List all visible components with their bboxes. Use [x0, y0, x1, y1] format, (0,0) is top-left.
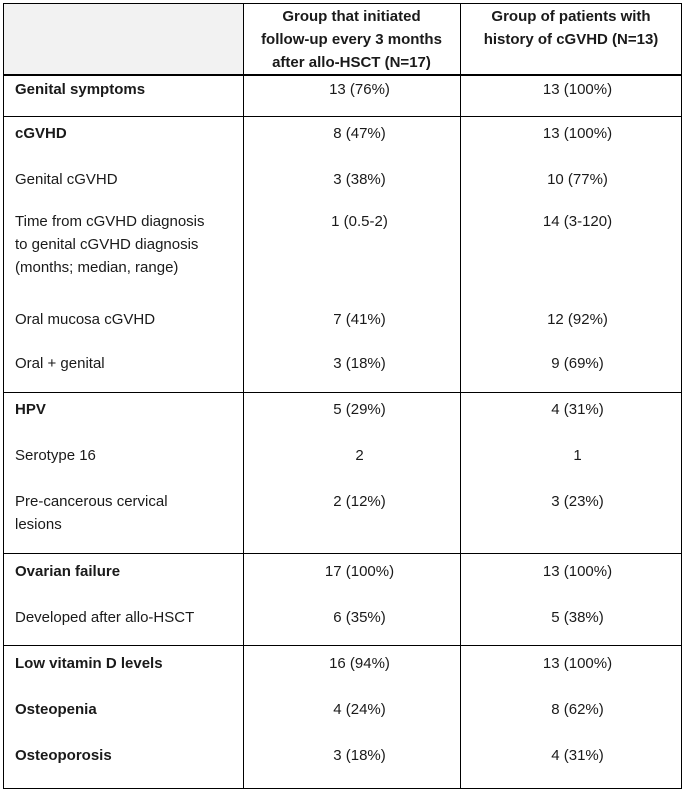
- header-group-followup-line-2: follow-up every 3 months: [261, 31, 442, 48]
- row-label-line: cGVHD: [15, 125, 67, 142]
- row-value-followup-group: 13 (76%): [329, 81, 390, 98]
- row-label: Serotype 16: [15, 444, 245, 467]
- row-label: Genital cGVHD: [15, 168, 245, 191]
- row-value-followup-group: 2: [355, 447, 364, 464]
- row-label: Oral + genital: [15, 352, 245, 375]
- row-label: Osteoporosis: [15, 744, 245, 767]
- header-group-followup: Group that initiated follow-up every 3 m…: [244, 5, 459, 74]
- row-value-followup-group: 2 (12%): [333, 493, 386, 510]
- border-after-genital-symptoms: [3, 116, 682, 117]
- row-label-line: (months; median, range): [15, 259, 179, 276]
- row-value-cgvhd-group: 3 (23%): [551, 493, 604, 510]
- row-value-followup-group: 1 (0.5-2): [331, 213, 388, 230]
- row-label-line: Ovarian failure: [15, 563, 121, 580]
- row-label: Ovarian failure: [15, 560, 245, 583]
- row-label: Genital symptoms: [15, 78, 245, 101]
- row-value-cgvhd-group: 8 (62%): [551, 701, 604, 718]
- row-label-line: Genital cGVHD: [15, 171, 118, 188]
- row-value-followup-group: 3 (38%): [333, 171, 386, 188]
- row-value-cgvhd-group: 13 (100%): [542, 125, 613, 142]
- row-label-line: Osteopenia: [15, 701, 97, 718]
- border-after-cgvhd-section: [3, 392, 682, 393]
- row-label: cGVHD: [15, 122, 245, 145]
- row-value-cgvhd-group: 10 (77%): [547, 171, 608, 188]
- header-blank-cell: [3, 3, 243, 74]
- row-value-followup-group: 4 (24%): [333, 701, 386, 718]
- row-label: Low vitamin D levels: [15, 652, 245, 675]
- row-label-line: Oral + genital: [15, 355, 105, 372]
- row-label-line: Time from cGVHD diagnosis: [15, 213, 205, 230]
- row-value-cgvhd-group: 4 (31%): [551, 747, 604, 764]
- row-value-cgvhd-group: 14 (3-120): [542, 213, 613, 230]
- row-label: Developed after allo-HSCT: [15, 606, 245, 629]
- data-table: Group that initiated follow-up every 3 m…: [3, 3, 682, 789]
- border-after-hpv-section: [3, 553, 682, 554]
- row-value-followup-group: 7 (41%): [333, 311, 386, 328]
- row-label: Osteopenia: [15, 698, 245, 721]
- border-header-bottom: [3, 74, 682, 76]
- row-label: HPV: [15, 398, 245, 421]
- row-label-line: Pre-cancerous cervical: [15, 493, 168, 510]
- row-value-followup-group: 3 (18%): [333, 747, 386, 764]
- row-value-followup-group: 6 (35%): [333, 609, 386, 626]
- row-value-cgvhd-group: 13 (100%): [542, 563, 613, 580]
- row-label: Oral mucosa cGVHD: [15, 308, 245, 331]
- row-value-cgvhd-group: 9 (69%): [551, 355, 604, 372]
- row-value-followup-group: 17 (100%): [324, 563, 395, 580]
- border-bottom: [3, 788, 682, 789]
- row-label-line: Oral mucosa cGVHD: [15, 311, 156, 328]
- row-value-followup-group: 3 (18%): [333, 355, 386, 372]
- row-label-line: Osteoporosis: [15, 747, 112, 764]
- border-col1: [243, 3, 244, 789]
- row-value-cgvhd-group: 13 (100%): [542, 81, 613, 98]
- row-label-line: lesions: [15, 516, 62, 533]
- row-label-line: Developed after allo-HSCT: [15, 609, 195, 626]
- row-value-cgvhd-group: 13 (100%): [542, 655, 613, 672]
- row-value-cgvhd-group: 12 (92%): [547, 311, 608, 328]
- row-label-line: Genital symptoms: [15, 81, 146, 98]
- header-group-cgvhd: Group of patients with history of cGVHD …: [460, 5, 682, 51]
- header-group-followup-line-1: Group that initiated: [282, 8, 421, 25]
- row-label-line: HPV: [15, 401, 46, 418]
- row-value-cgvhd-group: 4 (31%): [551, 401, 604, 418]
- row-value-followup-group: 8 (47%): [333, 125, 386, 142]
- header-group-cgvhd-line-2: history of cGVHD (N=13): [483, 31, 659, 48]
- row-label-line: Serotype 16: [15, 447, 96, 464]
- header-group-followup-line-3: after allo-HSCT (N=17): [272, 54, 431, 71]
- row-value-cgvhd-group: 1: [573, 447, 582, 464]
- row-label: Time from cGVHD diagnosis to genital cGVH…: [15, 210, 245, 279]
- header-group-cgvhd-line-1: Group of patients with: [491, 8, 651, 25]
- border-col2: [460, 3, 461, 789]
- border-after-ovarian-section: [3, 645, 682, 646]
- row-label-line: to genital cGVHD diagnosis: [15, 236, 199, 253]
- border-right: [681, 3, 682, 789]
- row-label: Pre-cancerous cervical lesions: [15, 490, 245, 536]
- border-top: [3, 3, 682, 4]
- row-value-followup-group: 16 (94%): [329, 655, 390, 672]
- border-left: [3, 3, 4, 789]
- row-value-followup-group: 5 (29%): [333, 401, 386, 418]
- row-label-line: Low vitamin D levels: [15, 655, 163, 672]
- row-value-cgvhd-group: 5 (38%): [551, 609, 604, 626]
